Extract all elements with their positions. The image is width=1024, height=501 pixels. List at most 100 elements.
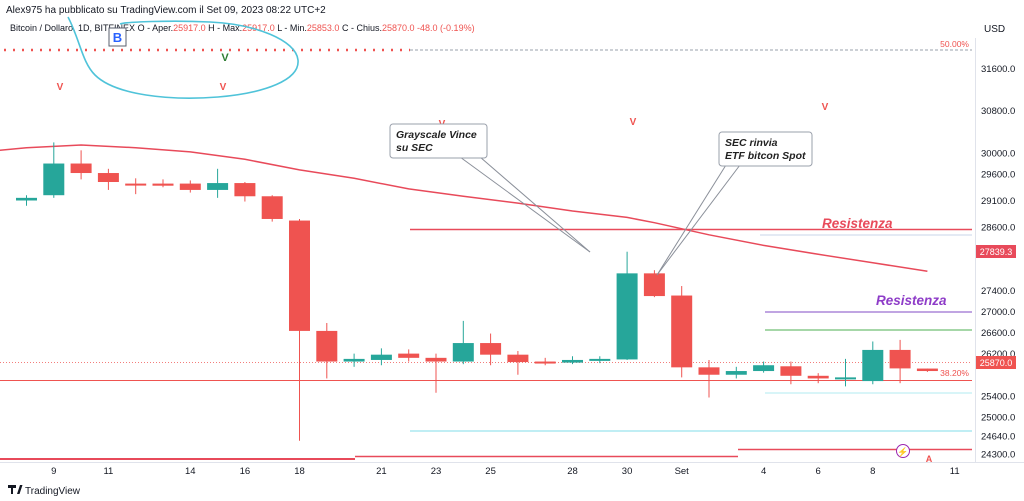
candle-body-down (889, 349, 911, 369)
tradingview-logo[interactable]: TradingView (8, 485, 81, 497)
candle[interactable] (97, 168, 119, 190)
candle-body-down (507, 354, 529, 363)
resistance-purple-label: Resistenza (876, 293, 947, 308)
time-tick-label: 4 (761, 466, 766, 477)
candle[interactable] (507, 350, 529, 375)
candle[interactable] (398, 349, 420, 362)
price-tick-label: 24640.0 (981, 431, 1015, 442)
callout-grayscale-box (389, 123, 488, 159)
candle-body-up (452, 343, 474, 362)
signal-v: V (630, 117, 637, 128)
candle[interactable] (316, 322, 338, 379)
legend-close-label: C - Chius. (341, 23, 382, 33)
time-tick-label: 11 (103, 466, 113, 477)
candle-body-up (862, 349, 884, 382)
candle[interactable] (698, 359, 720, 398)
price-axis-ticks: 31600.0 30800.0 30000.0 29600.0 29100.0 28600… (981, 64, 1015, 460)
candle-body-up (725, 371, 747, 375)
callout-sec-line2: ETF bitcon Spot (725, 150, 806, 162)
candle[interactable] (753, 361, 775, 373)
candle[interactable] (725, 366, 747, 379)
price-tick-label: 25000.0 (981, 412, 1015, 423)
freehand-cyan-loop[interactable] (67, 16, 299, 99)
candle-body-up (616, 273, 638, 360)
signal-v: V (220, 82, 227, 93)
candle[interactable] (916, 368, 938, 372)
moving-average-line[interactable] (0, 144, 928, 272)
candle[interactable] (425, 353, 447, 393)
time-tick-label: 25 (485, 466, 496, 477)
price-tick-label: 29600.0 (981, 170, 1015, 181)
candle[interactable] (807, 373, 829, 384)
candle-body-up (16, 197, 37, 201)
callout-grayscale-pointer (479, 156, 591, 253)
legend-open-value: 25917.0 (173, 23, 206, 33)
signal-v: V (57, 82, 64, 93)
price-tick-label: 26600.0 (981, 328, 1015, 339)
price-tick-label: 27400.0 (981, 286, 1015, 297)
candle-body-up (370, 354, 392, 360)
callout-grayscale-line1: Grayscale Vince (396, 129, 477, 141)
lightning-icon[interactable] (896, 444, 910, 458)
time-tick-label: 14 (185, 466, 196, 477)
candle[interactable] (70, 150, 92, 180)
candle[interactable] (370, 348, 392, 366)
candle-body-down (425, 357, 447, 362)
candle[interactable] (671, 286, 693, 378)
candle[interactable] (179, 180, 201, 193)
candle-body-down (534, 361, 556, 364)
candle-body-down (261, 196, 283, 219)
last-price-tag (976, 356, 1016, 369)
candle[interactable] (616, 251, 638, 360)
callout-sec[interactable]: SEC rinvia ETF bitcon Spot (656, 131, 813, 276)
candle[interactable] (16, 195, 37, 206)
candle-body-down (97, 173, 119, 183)
currency-label[interactable]: USD (984, 24, 1006, 35)
candle-body-down (316, 330, 338, 362)
candle[interactable] (43, 142, 65, 198)
candle[interactable] (480, 333, 502, 366)
candle[interactable] (780, 361, 802, 385)
candle-body-down (70, 163, 92, 174)
candle-body-up (835, 377, 856, 380)
candle[interactable] (207, 168, 229, 198)
candle[interactable] (343, 353, 365, 367)
candle[interactable] (261, 195, 283, 222)
candle-body-down (780, 366, 802, 376)
legend-high-value: 25917.0 (242, 23, 275, 33)
marker-b-text: B (113, 30, 122, 45)
candle[interactable] (862, 341, 884, 385)
callout-grayscale[interactable]: Grayscale Vince su SEC (389, 123, 591, 253)
candle-body-down (179, 183, 201, 190)
marker-b-box[interactable] (108, 27, 127, 47)
time-tick-label: Set (675, 466, 690, 477)
time-tick-label: 8 (870, 466, 875, 477)
candle-body-down (398, 353, 420, 358)
candle[interactable] (452, 320, 474, 365)
candle-body-down (289, 220, 310, 331)
candle[interactable] (289, 218, 310, 441)
time-axis-ticks: 9 11 14 16 18 21 23 25 28 30 Set 4 6 8 11 (51, 466, 959, 477)
time-tick-label: 18 (294, 466, 305, 477)
candle[interactable] (152, 179, 174, 188)
fib-382-label: 38.20% (940, 368, 969, 378)
candle[interactable] (835, 358, 856, 387)
candle[interactable] (589, 356, 611, 364)
price-tick-label: 30800.0 (981, 106, 1015, 117)
candle-body-up (43, 163, 65, 196)
candle[interactable] (125, 178, 147, 195)
candle[interactable] (234, 182, 256, 202)
candle[interactable] (643, 270, 665, 298)
candle-body-down (698, 367, 720, 375)
price-tick-label: 27000.0 (981, 307, 1015, 318)
candle[interactable] (889, 339, 911, 384)
price-tick-label: 26200.0 (981, 349, 1015, 360)
candle[interactable] (534, 357, 556, 366)
time-tick-label: 28 (567, 466, 578, 477)
candle-body-down (807, 375, 829, 379)
candle[interactable] (562, 356, 583, 365)
last-price-text: 25870.0 (980, 358, 1013, 368)
callout-grayscale-pointer (459, 156, 591, 253)
price-tick-label: 29100.0 (981, 196, 1015, 207)
